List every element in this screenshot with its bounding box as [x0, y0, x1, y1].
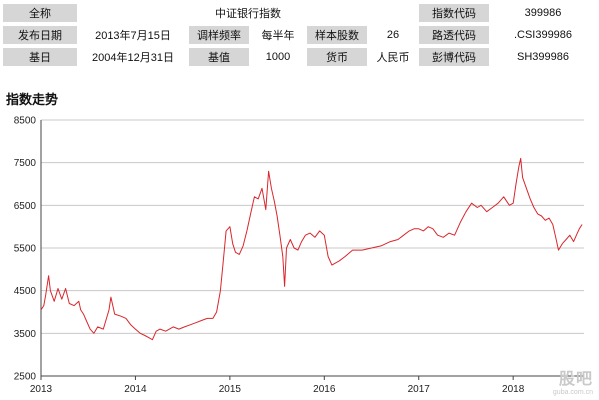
index-code-label: 指数代码	[418, 3, 490, 23]
base-value-value: 1000	[250, 47, 306, 67]
grid-lines	[41, 119, 584, 377]
x-tick-label: 2018	[502, 384, 525, 395]
currency-label: 货币	[306, 47, 368, 67]
y-tick-label: 7500	[14, 158, 37, 169]
rebalance-label: 调样频率	[188, 25, 250, 45]
x-tick-labels: 2013 2014 2015 2016 2017 2018	[30, 384, 525, 395]
release-date-label: 发布日期	[2, 25, 78, 45]
watermark: 股吧 guba.com.cn	[553, 365, 593, 396]
sample-count-label: 样本股数	[306, 25, 368, 45]
y-tick-label: 8500	[14, 116, 37, 127]
rebalance-value: 每半年	[250, 25, 306, 45]
series-layer	[40, 157, 583, 341]
base-value-label: 基值	[188, 47, 250, 67]
reuters-code-value: .CSI399986	[490, 25, 596, 45]
bloomberg-code-value: SH399986	[490, 47, 596, 67]
index-info-table: 全称 中证银行指数 指数代码 399986 发布日期 2013年7月15日 调样…	[2, 3, 596, 69]
watermark-url: guba.com.cn	[552, 389, 593, 396]
x-tick-label: 2014	[124, 384, 147, 395]
x-tick-label: 2015	[219, 384, 242, 395]
watermark-logo: 股吧	[558, 371, 593, 388]
full-name-label: 全称	[2, 3, 78, 23]
y-tick-label: 2500	[14, 372, 37, 383]
base-date-label: 基日	[2, 47, 78, 67]
y-tick-labels: 2500 3500 4500 5500 6500 7500 8500	[14, 116, 37, 383]
reuters-code-label: 路透代码	[418, 25, 490, 45]
release-date-value: 2013年7月15日	[78, 25, 188, 45]
y-tick-label: 6500	[14, 201, 37, 212]
sample-count-value: 26	[368, 25, 418, 45]
x-tick-label: 2016	[313, 384, 336, 395]
series-line-0	[40, 157, 583, 341]
full-name-value: 中证银行指数	[78, 3, 418, 23]
currency-value: 人民币	[368, 47, 418, 67]
index-code-value: 399986	[490, 3, 596, 23]
base-date-value: 2004年12月31日	[78, 47, 188, 67]
bloomberg-code-label: 彭博代码	[418, 47, 490, 67]
x-tick-label: 2017	[408, 384, 431, 395]
y-tick-label: 4500	[14, 286, 37, 297]
y-tick-label: 5500	[14, 244, 37, 255]
section-title: 指数走势	[6, 92, 59, 107]
axes	[40, 120, 584, 380]
x-tick-label: 2013	[30, 384, 53, 395]
y-tick-label: 3500	[14, 329, 37, 340]
